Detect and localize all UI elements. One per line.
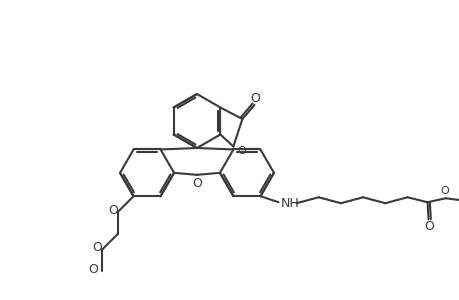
Text: NH: NH bbox=[280, 197, 298, 210]
Text: O: O bbox=[424, 220, 433, 233]
Text: O: O bbox=[192, 177, 202, 190]
Text: O: O bbox=[92, 241, 102, 254]
Text: O: O bbox=[236, 146, 245, 155]
Text: O: O bbox=[108, 204, 118, 217]
Text: O: O bbox=[250, 92, 260, 104]
Text: O: O bbox=[439, 186, 448, 196]
Text: O: O bbox=[88, 263, 98, 276]
